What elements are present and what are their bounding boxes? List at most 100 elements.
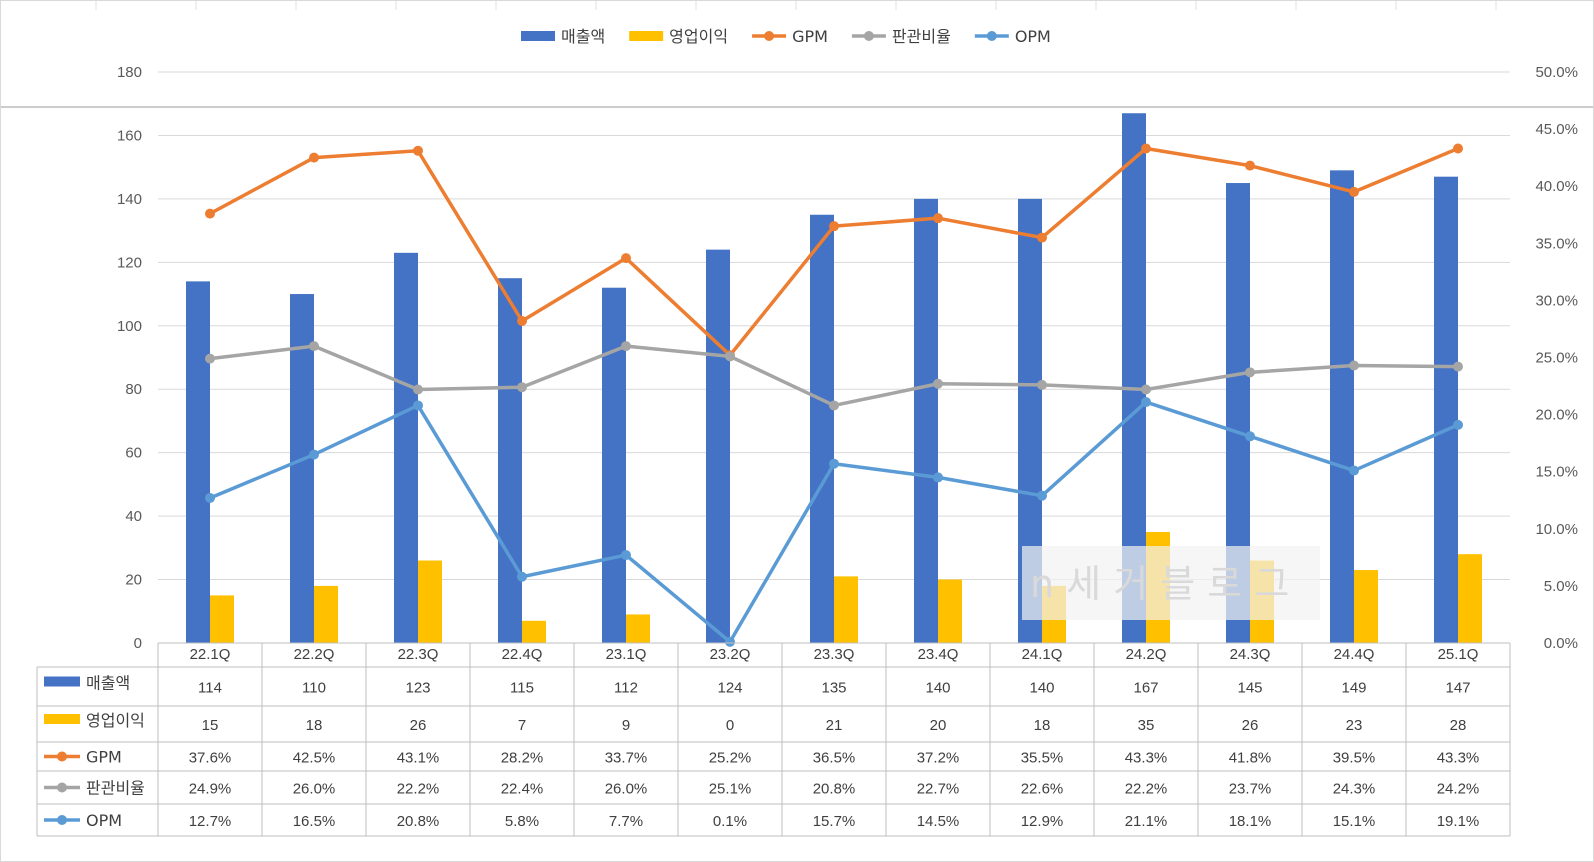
table-cell-2-6: 36.5%: [813, 750, 856, 767]
table-series-label-1: 영업이익: [86, 711, 145, 730]
category-label-1: 22.2Q: [294, 646, 335, 663]
right-tick-label-0: 0.0%: [1544, 635, 1578, 652]
point-2-6: [829, 458, 839, 469]
table-cell-4-9: 21.1%: [1125, 813, 1168, 830]
left-tick-label-4: 80: [125, 381, 142, 398]
bar-0-12: [1434, 176, 1458, 643]
bar-1-12: [1458, 554, 1482, 643]
table-marker-2: [57, 751, 67, 762]
table-cell-4-10: 18.1%: [1229, 813, 1272, 830]
table-cell-0-4: 112: [614, 680, 638, 697]
table-cell-2-2: 43.1%: [397, 750, 440, 767]
table-cell-0-5: 124: [717, 680, 742, 697]
table-marker-4: [57, 815, 67, 825]
point-1-0: [205, 353, 215, 364]
table-cell-2-10: 41.8%: [1229, 750, 1272, 767]
left-tick-label-1: 20: [125, 572, 142, 589]
table-cell-0-6: 135: [821, 680, 846, 697]
left-tick-label-7: 140: [117, 191, 142, 208]
point-2-7: [933, 472, 943, 483]
bar-1-7: [938, 579, 962, 643]
point-2-12: [1453, 419, 1463, 430]
left-tick-label-2: 40: [125, 508, 142, 525]
bar-1-3: [522, 620, 546, 643]
table-cell-0-12: 147: [1445, 680, 1470, 697]
point-1-7: [933, 378, 943, 389]
table-cell-2-5: 25.2%: [709, 750, 752, 767]
category-label-6: 23.3Q: [814, 646, 855, 663]
point-1-9: [1141, 384, 1151, 395]
point-2-3: [517, 571, 527, 582]
table-cell-0-1: 110: [302, 680, 326, 697]
bar-0-5: [706, 249, 730, 643]
table-cell-4-7: 14.5%: [917, 813, 960, 830]
table-swatch-0: [44, 676, 80, 687]
table-cell-0-10: 145: [1237, 680, 1262, 697]
category-label-12: 25.1Q: [1438, 646, 1479, 663]
left-tick-label-0: 0: [134, 635, 142, 652]
table-cell-2-1: 42.5%: [293, 750, 336, 767]
table-cell-4-4: 7.7%: [609, 813, 643, 830]
category-label-0: 22.1Q: [190, 646, 231, 663]
table-cell-1-8: 18: [1034, 717, 1051, 734]
point-1-2: [413, 384, 423, 395]
bar-1-4: [626, 614, 650, 643]
bar-1-0: [210, 595, 234, 643]
table-cell-0-2: 123: [405, 680, 430, 697]
table-cell-4-3: 5.8%: [505, 813, 539, 830]
category-label-11: 24.4Q: [1334, 646, 1375, 663]
bar-1-11: [1354, 570, 1378, 643]
left-tick-label-8: 160: [117, 127, 142, 144]
point-2-1: [309, 449, 319, 460]
table-cell-2-8: 35.5%: [1021, 750, 1064, 767]
point-2-10: [1245, 431, 1255, 442]
right-tick-label-1: 5.0%: [1544, 578, 1578, 595]
point-1-5: [725, 351, 735, 362]
table-cell-3-2: 22.2%: [397, 781, 440, 798]
point-0-8: [1037, 232, 1047, 243]
table-cell-4-11: 15.1%: [1333, 813, 1376, 830]
bar-1-6: [834, 576, 858, 643]
table-cell-1-5: 0: [726, 717, 734, 734]
table-cell-0-0: 114: [198, 680, 222, 697]
table-cell-3-3: 22.4%: [501, 781, 544, 798]
table-cell-3-0: 24.9%: [189, 781, 232, 798]
table-cell-1-7: 20: [930, 717, 947, 734]
point-0-10: [1245, 160, 1255, 171]
table-cell-3-9: 22.2%: [1125, 781, 1168, 798]
watermark: n 세 거 블 로 그: [1022, 546, 1320, 620]
table-cell-3-11: 24.3%: [1333, 781, 1376, 798]
right-tick-label-2: 10.0%: [1535, 521, 1578, 538]
table-cell-1-11: 23: [1346, 717, 1363, 734]
right-tick-label-8: 40.0%: [1535, 178, 1578, 195]
left-tick-label-6: 120: [117, 254, 142, 271]
table-cell-2-12: 43.3%: [1437, 750, 1480, 767]
point-0-7: [933, 213, 943, 224]
left-axis-ticks: 0 20 40 60 80 100 120 140 160 180: [117, 64, 142, 652]
watermark-text: n 세 거 블 로 그: [1030, 562, 1289, 606]
left-tick-label-3: 60: [125, 445, 142, 462]
right-tick-label-7: 35.0%: [1535, 235, 1578, 252]
point-1-10: [1245, 367, 1255, 378]
legend-swatch-0: [521, 31, 555, 41]
table-cell-4-0: 12.7%: [189, 813, 232, 830]
table-cell-4-1: 16.5%: [293, 813, 336, 830]
point-1-6: [829, 400, 839, 411]
category-label-4: 23.1Q: [606, 646, 647, 663]
point-0-4: [621, 253, 631, 264]
table-cell-0-7: 140: [925, 680, 950, 697]
table-cell-3-12: 24.2%: [1437, 781, 1480, 798]
table-marker-3: [57, 782, 67, 793]
left-tick-label-5: 100: [117, 318, 142, 335]
table-cell-3-6: 20.8%: [813, 781, 856, 798]
category-label-2: 22.3Q: [398, 646, 439, 663]
category-label-8: 24.1Q: [1022, 646, 1063, 663]
right-tick-label-3: 15.0%: [1535, 464, 1578, 481]
table-cell-0-8: 140: [1029, 680, 1054, 697]
table-series-label-2: GPM: [86, 748, 122, 767]
bar-0-11: [1330, 170, 1354, 644]
point-1-11: [1349, 360, 1359, 371]
table-series-label-0: 매출액: [86, 674, 130, 693]
bar-0-6: [810, 214, 834, 643]
bar-1-1: [314, 585, 338, 643]
